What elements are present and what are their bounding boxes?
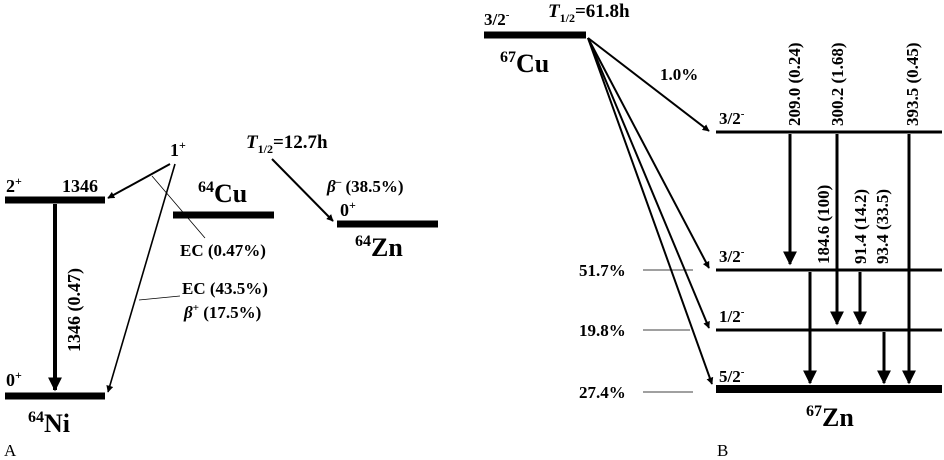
gamma-1346-label: 1346 (0.47) — [64, 268, 85, 352]
zn67-level-2-spin: 3/2- — [719, 246, 745, 266]
gamma-184-label: 184.6 (100) — [814, 185, 833, 264]
ni64-nuclide-label: 64Ni — [28, 409, 70, 438]
gamma-300-label: 300.2 (1.68) — [828, 42, 847, 126]
cu64-half-life: T1/2=12.7h — [246, 132, 328, 156]
gamma-93-label: 93.4 (33.5) — [873, 189, 892, 264]
branch-level-1: 1.0% — [660, 65, 698, 84]
branch-level-3: 19.8% — [579, 321, 626, 340]
gamma-393-label: 393.5 (0.45) — [903, 42, 922, 126]
zn67-nuclide-label: 67Zn — [806, 403, 854, 432]
panel-a: 2+ 1346 0+ 64Ni 1346 (0.47) 1+ 64Cu T1/2… — [4, 132, 438, 460]
gamma-209-label: 209.0 (0.24) — [785, 42, 804, 126]
zn64-ground-spin: 0+ — [340, 198, 356, 220]
ec-small-label: EC (0.47%) — [180, 241, 266, 260]
cu67-spin: 3/2- — [484, 9, 510, 29]
cu64-nuclide-label: 64Cu — [198, 179, 247, 208]
cu64-spin: 1+ — [170, 138, 186, 160]
zn67-level-3-spin: 1/2- — [719, 306, 745, 326]
panel-b: 3/2- T1/2=61.8h 67Cu 1.0% 51.7% 19.8% 27… — [484, 1, 942, 460]
branch-level-2: 51.7% — [579, 261, 626, 280]
cu67-nuclide-label: 67Cu — [500, 49, 549, 78]
beta-arrow-level-2 — [587, 37, 710, 269]
branch-ground: 27.4% — [579, 383, 626, 402]
beta-arrow-level-3 — [587, 37, 710, 329]
beta-minus-label: β– (38.5%) — [326, 176, 404, 196]
zn67-ground-spin: 5/2- — [719, 366, 745, 386]
beta-plus-label: β+ (17.5%) — [183, 302, 261, 322]
ni64-2plus-spin: 2+ — [6, 174, 22, 196]
beta-minus-arrow — [271, 158, 334, 222]
ni64-ground-spin: 0+ — [6, 368, 22, 390]
beta-arrow-level-1 — [587, 37, 710, 132]
cu67-half-life: T1/2=61.8h — [548, 1, 630, 25]
gamma-91-label: 91.4 (14.2) — [851, 189, 870, 264]
ni64-2plus-energy: 1346 — [62, 176, 98, 196]
panel-a-letter: A — [4, 441, 17, 460]
beta-arrow-ground — [587, 37, 714, 385]
ec-large-label: EC (43.5%) — [182, 279, 268, 298]
ec-arrow-to-ground — [106, 163, 176, 393]
panel-b-letter: B — [717, 441, 728, 460]
ec-arrow-to-2plus — [107, 163, 171, 199]
zn64-nuclide-label: 64Zn — [355, 233, 403, 262]
ec-large-leader — [138, 295, 181, 301]
zn67-level-1-spin: 3/2- — [719, 108, 745, 128]
ec-small-leader — [151, 175, 206, 239]
